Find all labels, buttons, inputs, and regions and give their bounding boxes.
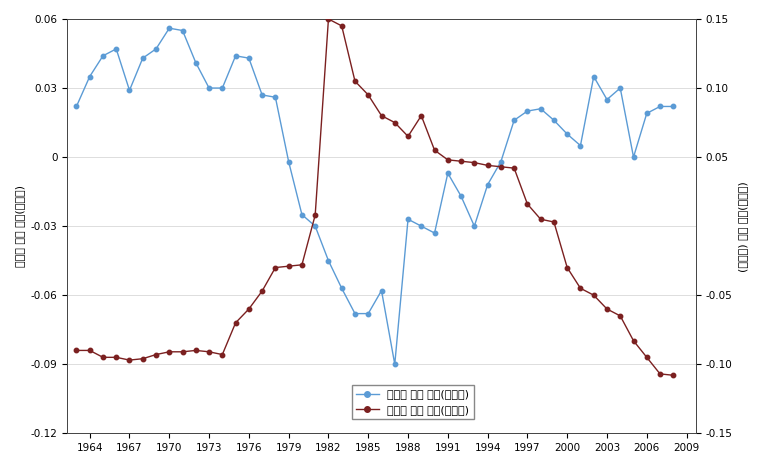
Legend: 상대적 임금 변화(토그화), 상대적 공급 변화(토그화): 상대적 임금 변화(토그화), 상대적 공급 변화(토그화) [352, 385, 474, 419]
Y-axis label: 상대적 임금 변화(로그화): 상대적 임금 변화(로그화) [15, 185, 25, 267]
Y-axis label: (상대적) 공급 변화(로그화): (상대적) 공급 변화(로그화) [738, 181, 748, 271]
